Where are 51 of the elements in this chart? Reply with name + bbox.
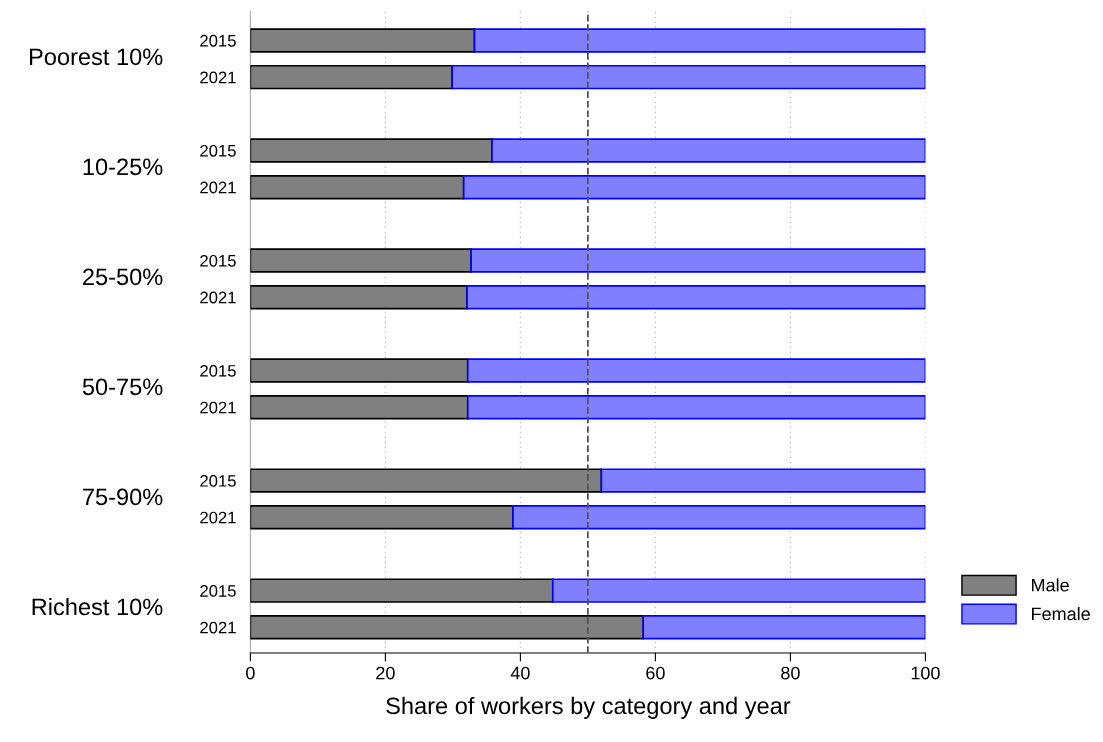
y-tick-label: 2021 bbox=[200, 401, 236, 414]
y-tick-label: 2015 bbox=[200, 474, 236, 487]
x-tick-label: 40 bbox=[510, 666, 530, 680]
y-tick-label: 2015 bbox=[200, 254, 236, 267]
bar bbox=[551, 578, 926, 603]
x-tick-label: 60 bbox=[646, 666, 665, 680]
x-tick-label: 0 bbox=[246, 666, 255, 680]
bar bbox=[462, 174, 926, 200]
y-tick-label: 2015 bbox=[200, 144, 236, 157]
text: 25-50% bbox=[83, 268, 163, 286]
bar bbox=[473, 28, 926, 53]
bar bbox=[250, 578, 554, 603]
bar bbox=[250, 284, 468, 310]
bar bbox=[466, 395, 926, 420]
text: 50-75% bbox=[82, 378, 163, 396]
bar bbox=[250, 28, 476, 53]
x-tick-label: 20 bbox=[376, 666, 395, 680]
text: Poorest 10% bbox=[30, 48, 163, 66]
bar bbox=[470, 248, 926, 273]
y-tick-label: 2015 bbox=[200, 585, 236, 597]
bar bbox=[250, 505, 514, 530]
y-tick-label: 2015 bbox=[200, 34, 236, 47]
x-axis-title: Share of workers by category and year bbox=[386, 696, 791, 719]
bar bbox=[600, 468, 926, 493]
bar bbox=[451, 64, 926, 90]
bar bbox=[642, 615, 926, 640]
y-tick-label: 2021 bbox=[200, 181, 236, 194]
bar bbox=[250, 395, 469, 420]
bar bbox=[250, 174, 465, 200]
bar bbox=[250, 248, 472, 273]
bar bbox=[491, 138, 926, 163]
y-tick-label: 2021 bbox=[200, 621, 236, 634]
bar bbox=[466, 284, 926, 310]
y-tick-label: 2021 bbox=[200, 71, 236, 84]
bar bbox=[250, 64, 454, 90]
legend-label: Male bbox=[1032, 578, 1069, 592]
bar bbox=[250, 138, 493, 163]
text: 10-25% bbox=[83, 158, 163, 176]
y-tick-label: 2021 bbox=[200, 291, 236, 304]
text: Richest 10% bbox=[32, 597, 163, 616]
x-tick-label: 100 bbox=[911, 666, 940, 680]
y-tick-label: 2015 bbox=[200, 364, 236, 377]
x-tick-label: 80 bbox=[781, 666, 800, 680]
bar bbox=[250, 615, 645, 640]
text: 75-90% bbox=[83, 488, 163, 506]
y-tick-label: 2021 bbox=[200, 511, 236, 524]
bar bbox=[250, 468, 603, 493]
legend-label: Female bbox=[1032, 607, 1090, 621]
bar bbox=[250, 358, 469, 383]
bar bbox=[466, 358, 926, 383]
bar bbox=[512, 505, 926, 530]
